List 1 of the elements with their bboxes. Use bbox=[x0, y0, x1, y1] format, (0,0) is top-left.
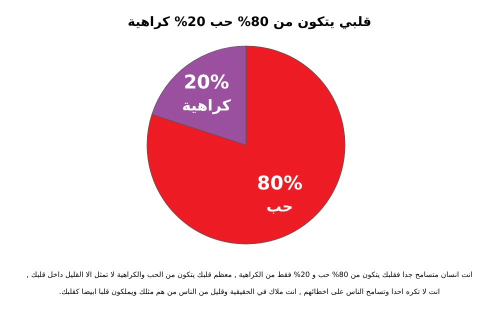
title: قلبي يتكون من 80% حب 20% كراهية bbox=[128, 15, 372, 30]
